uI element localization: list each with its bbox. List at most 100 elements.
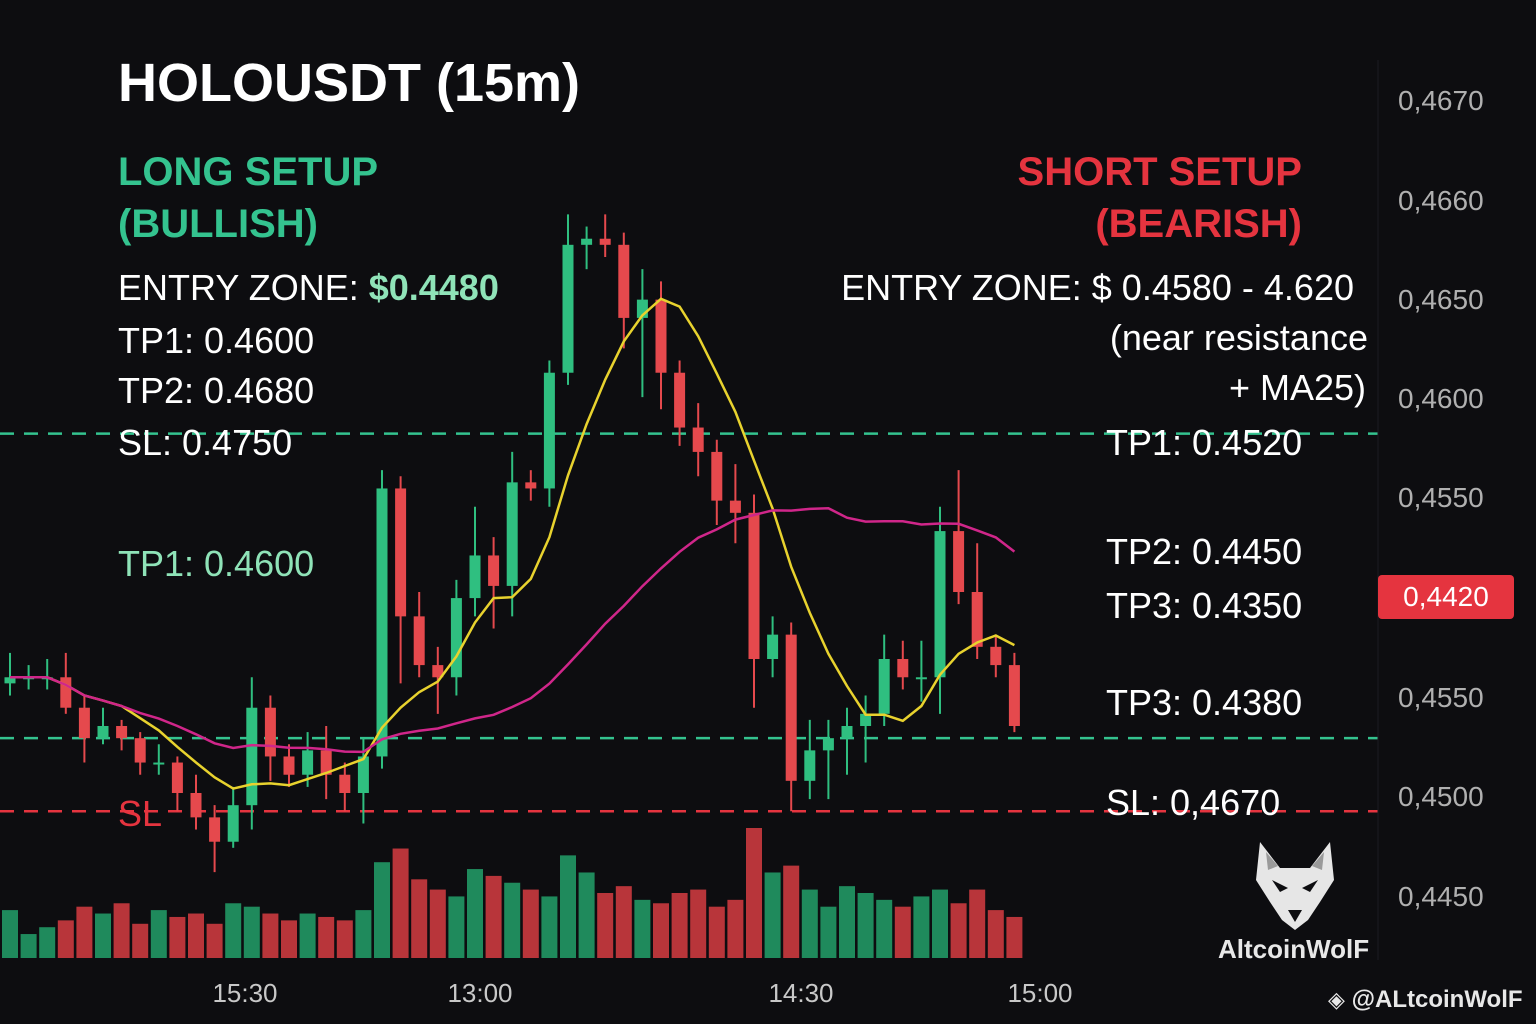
x-tick-label: 15:00 [1007, 978, 1072, 1008]
candle-body [283, 756, 295, 775]
candle-body [711, 451, 723, 501]
volume-bar [727, 899, 744, 958]
short-tp3a: TP3: 0.4350 [1106, 585, 1303, 626]
candle-body [376, 488, 388, 757]
volume-bar [243, 906, 260, 958]
volume-bar [188, 913, 204, 958]
volume-bar [839, 886, 855, 958]
candle-body [153, 762, 165, 765]
candle-body [60, 677, 72, 708]
candle-body [729, 500, 741, 513]
candle-body [692, 427, 704, 452]
short-setup-heading: SHORT SETUP (BEARISH) [1018, 146, 1302, 250]
candle-body [357, 756, 369, 793]
y-axis: 0,4670 0,4660 0,4650 0,4600 0,4550 0,4550 0,45… [1398, 85, 1484, 912]
volume-bar [392, 848, 409, 958]
ma-slow-line [10, 506, 1016, 754]
long-entry: ENTRY ZONE: $0.4480 [118, 270, 499, 306]
volume-bar [876, 899, 893, 958]
candle-body [878, 659, 890, 714]
candle-body [599, 238, 611, 245]
candle-body [488, 555, 500, 586]
volume-bar [764, 872, 781, 958]
volume-bar [653, 903, 669, 958]
volume-bar [522, 889, 539, 958]
volume-bar [504, 882, 521, 958]
candle-body [804, 750, 816, 781]
candle-body [990, 646, 1002, 666]
long-entry-label: ENTRY ZONE: [118, 267, 369, 308]
volume-bar [95, 913, 111, 958]
candle-body [506, 482, 518, 586]
long-tp1: TP1: 0.4600 [118, 320, 315, 361]
candle-body [581, 238, 593, 245]
volume-bar [801, 889, 818, 958]
volume-bar [39, 927, 56, 958]
diamond-icon: ◈ [1328, 987, 1345, 1012]
short-heading-line2: (BEARISH) [1095, 202, 1302, 246]
volume-bar [57, 920, 74, 958]
candle-body [897, 659, 909, 678]
candle-body [562, 244, 574, 373]
short-sl: SL: 0,4670 [1106, 782, 1281, 823]
long-sl: SL: 0.4750 [118, 422, 293, 463]
volume-bar [1006, 916, 1023, 958]
volume-bar [913, 896, 930, 958]
short-note-line2: + MA25) [1228, 367, 1366, 408]
volume-bars [2, 828, 1023, 958]
volume-bar [113, 903, 130, 958]
current-price-tag: 0,4420 [1378, 575, 1514, 619]
volume-bar [634, 899, 651, 958]
candle-body [860, 713, 872, 726]
volume-bar [76, 906, 93, 958]
brand-handle: ◈ @ALtcoinWolF [1328, 986, 1523, 1014]
volume-bar [485, 875, 502, 958]
volume-bar [448, 896, 465, 958]
candle-body [767, 634, 779, 659]
candle-body [841, 726, 853, 739]
long-heading-line1: LONG SETUP [118, 150, 379, 194]
brand-name: AltcoinWolF [1218, 934, 1370, 964]
brand-handle-text: @ALtcoinWolF [1351, 986, 1523, 1013]
volume-bar [746, 828, 762, 958]
x-tick-label: 15:30 [212, 978, 277, 1008]
volume-bar [20, 934, 37, 958]
wolf-logo-icon [1256, 842, 1334, 930]
volume-bar [429, 889, 446, 958]
y-tick-label: 0,4550 [1398, 482, 1484, 513]
volume-bar [467, 869, 483, 958]
candle-body [934, 531, 946, 678]
candle-body [97, 726, 109, 739]
volume-bar [783, 865, 800, 958]
short-tp3b: TP3: 0.4380 [1106, 682, 1303, 723]
candle-body [748, 512, 760, 659]
x-tick-label: 14:30 [768, 978, 833, 1008]
short-tp1: TP1: 0.4520 [1106, 422, 1303, 463]
candle-body [320, 750, 332, 775]
volume-bar [578, 872, 595, 958]
volume-bar [690, 889, 707, 958]
long-tp1-line-label: TP1: 0.4600 [118, 543, 315, 584]
volume-bar [969, 889, 986, 958]
long-setup-heading: LONG SETUP (BULLISH) [118, 146, 378, 250]
chart-title: HOLOUSDT (15m) [118, 53, 581, 113]
ma-fast-line [10, 297, 1015, 790]
candle-body [1008, 665, 1020, 726]
short-entry: ENTRY ZONE: $ 0.4580 - 4.620 [841, 267, 1354, 308]
volume-bar [206, 923, 223, 958]
y-tick-label: 0,4660 [1398, 185, 1484, 216]
long-sl-line-label: SL [118, 793, 163, 834]
volume-bar [820, 906, 837, 958]
volume-bar [374, 862, 390, 958]
y-tick-label: 0,4600 [1398, 383, 1484, 414]
volume-bar [560, 855, 576, 958]
volume-bar [950, 903, 967, 958]
candle-body [822, 738, 834, 751]
candle-body [543, 372, 555, 489]
candle-body [264, 707, 276, 757]
volume-bar [299, 913, 316, 958]
candle-body [469, 555, 481, 599]
candle-body [116, 726, 128, 739]
candle-body [674, 372, 686, 428]
